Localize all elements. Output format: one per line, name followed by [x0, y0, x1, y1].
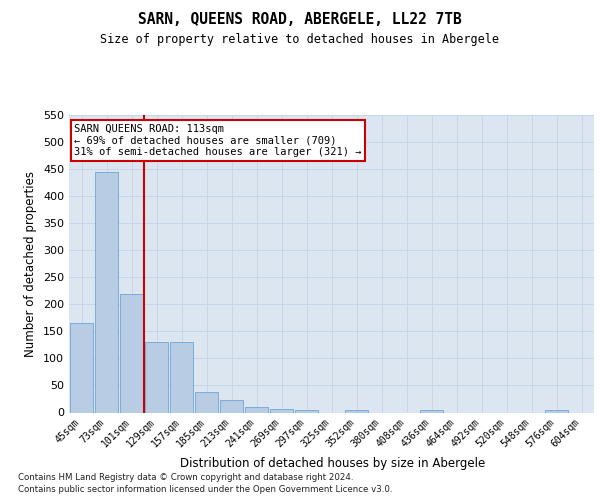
Bar — [345, 410, 368, 412]
Bar — [420, 410, 443, 412]
Bar — [295, 410, 318, 412]
Text: Contains public sector information licensed under the Open Government Licence v3: Contains public sector information licen… — [18, 485, 392, 494]
Bar — [220, 400, 243, 412]
Bar — [70, 324, 93, 412]
Text: SARN QUEENS ROAD: 113sqm
← 69% of detached houses are smaller (709)
31% of semi-: SARN QUEENS ROAD: 113sqm ← 69% of detach… — [74, 124, 362, 157]
Bar — [145, 342, 168, 412]
Bar — [270, 408, 293, 412]
Y-axis label: Number of detached properties: Number of detached properties — [25, 171, 37, 357]
Bar — [195, 392, 218, 412]
Bar — [545, 410, 568, 412]
Bar — [120, 294, 143, 412]
Text: Contains HM Land Registry data © Crown copyright and database right 2024.: Contains HM Land Registry data © Crown c… — [18, 472, 353, 482]
Text: Distribution of detached houses by size in Abergele: Distribution of detached houses by size … — [181, 458, 485, 470]
Bar — [245, 407, 268, 412]
Bar — [170, 342, 193, 412]
Text: Size of property relative to detached houses in Abergele: Size of property relative to detached ho… — [101, 32, 499, 46]
Bar — [95, 172, 118, 412]
Text: SARN, QUEENS ROAD, ABERGELE, LL22 7TB: SARN, QUEENS ROAD, ABERGELE, LL22 7TB — [138, 12, 462, 28]
